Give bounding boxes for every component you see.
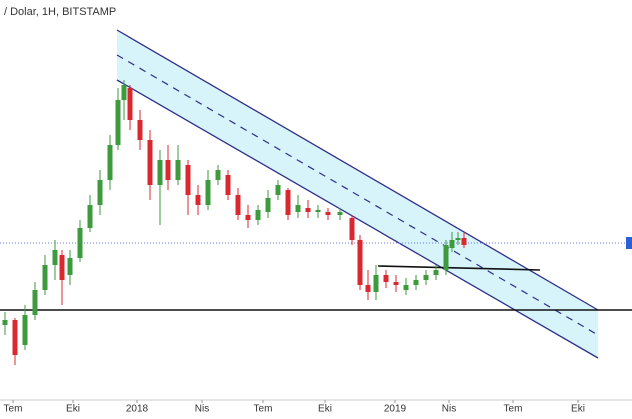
candle-body: [403, 285, 409, 290]
candle-body: [235, 195, 241, 215]
candle-body: [147, 140, 153, 185]
candle-body: [443, 245, 449, 270]
candle-body: [285, 190, 291, 215]
x-tick-label: 2018: [126, 404, 149, 415]
candle-body: [305, 208, 311, 212]
candle-body: [449, 240, 455, 248]
candle-body: [87, 205, 93, 228]
candle-body: [433, 270, 439, 275]
candle-body: [357, 240, 363, 285]
candle-body: [32, 290, 38, 315]
candle-body: [325, 212, 331, 215]
candle-body: [295, 205, 301, 212]
candle-body: [215, 170, 221, 180]
candle-body: [455, 238, 461, 240]
candle-body: [245, 215, 251, 220]
candle-body: [461, 238, 467, 245]
candle-body: [195, 195, 201, 205]
candle-body: [2, 320, 8, 325]
candle-body: [97, 180, 103, 205]
candle-body: [393, 282, 399, 285]
candle-body: [137, 120, 143, 140]
candle-body: [349, 218, 355, 240]
x-tick-label: Eki: [318, 404, 332, 415]
candle-body: [255, 210, 261, 220]
candle-body: [175, 160, 181, 180]
candle-body: [275, 185, 281, 195]
candle-body: [42, 265, 48, 290]
candle-body: [315, 210, 321, 212]
channel-top: [116, 29, 599, 311]
x-tick-label: Tem: [504, 404, 523, 415]
resistance-line: [377, 265, 541, 271]
candle-body: [107, 145, 113, 180]
candle-body: [12, 320, 18, 355]
x-tick-label: Tem: [4, 404, 23, 415]
channel-bottom: [116, 79, 599, 359]
candle-body: [121, 85, 127, 100]
channel-fill: [117, 30, 598, 358]
x-tick-label: Eki: [66, 404, 80, 415]
x-tick-label: Eki: [571, 404, 585, 415]
candle-body: [205, 180, 211, 205]
candle-body: [127, 88, 133, 120]
candle-body: [383, 275, 389, 282]
x-tick-label: 2019: [384, 404, 407, 415]
candle-body: [115, 100, 121, 145]
candle-body: [22, 315, 28, 345]
chart-title: / Dolar, 1H, BITSTAMP: [4, 6, 116, 18]
price-marker: [626, 237, 632, 249]
candle-body: [365, 285, 371, 292]
candle-body: [373, 275, 379, 292]
candle-body: [59, 255, 65, 280]
channel-mid: [116, 54, 599, 336]
x-tick-label: Tem: [254, 404, 273, 415]
candle-body: [67, 258, 73, 275]
x-tick-label: Nis: [195, 404, 209, 415]
candle-body: [337, 212, 343, 215]
candle-body: [77, 228, 83, 258]
candle-body: [52, 250, 58, 265]
candle-body: [165, 160, 171, 180]
candle-body: [265, 198, 271, 212]
candle-body: [157, 160, 163, 185]
candle-body: [185, 165, 191, 195]
candle-body: [413, 280, 419, 285]
x-tick-label: Nis: [442, 404, 456, 415]
candle-body: [423, 275, 429, 280]
candle-body: [225, 175, 231, 195]
